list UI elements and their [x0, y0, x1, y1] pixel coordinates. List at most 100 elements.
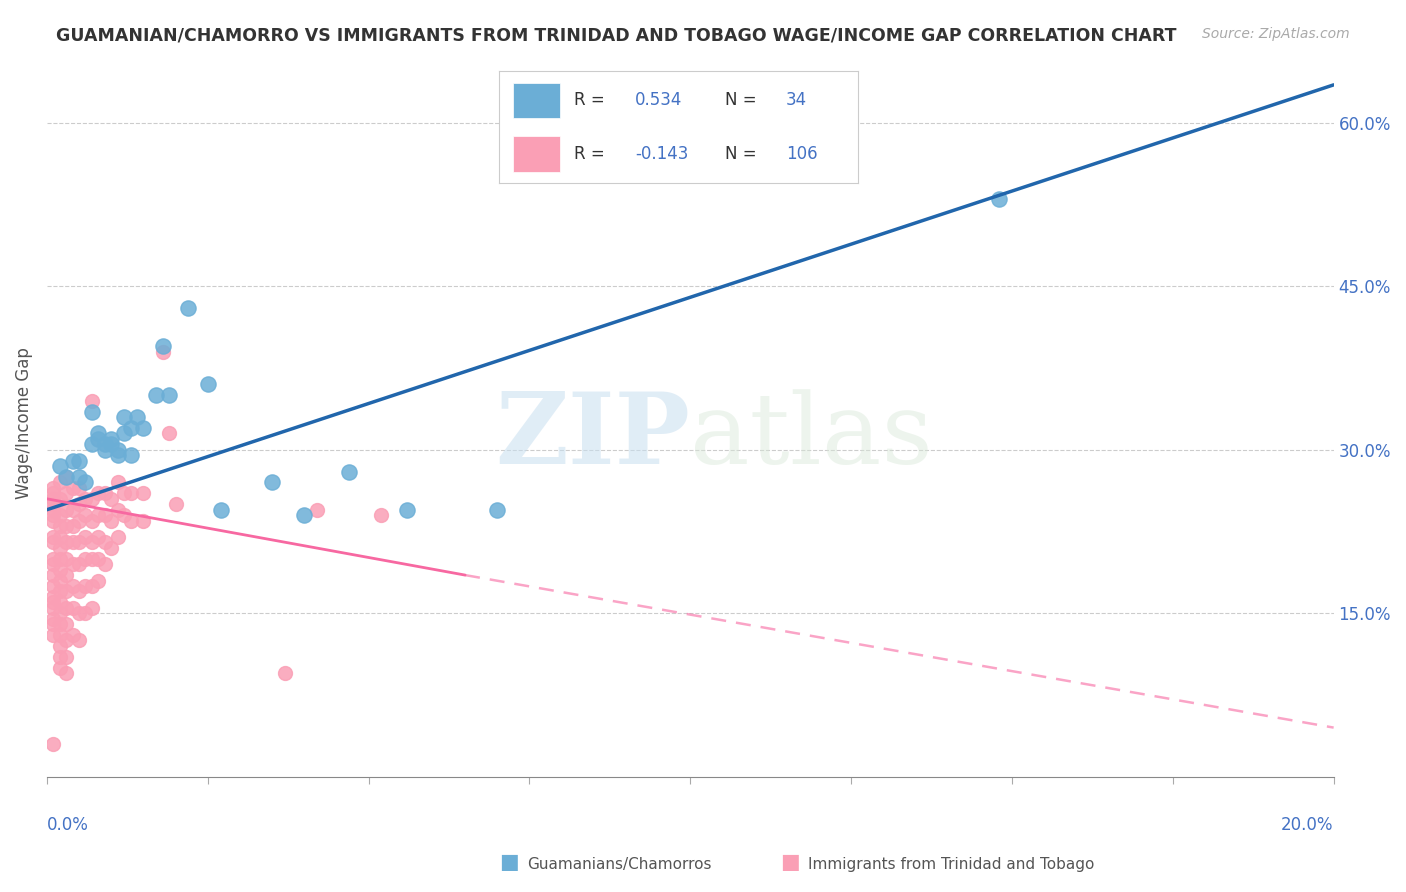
Point [49, 491, 72, 506]
Text: ■: ■ [780, 853, 800, 872]
Point [42, 514, 65, 528]
Point [62, 600, 84, 615]
FancyBboxPatch shape [513, 136, 560, 171]
Point [145, 388, 167, 402]
Point [94, 508, 117, 523]
Point [55, 666, 77, 681]
Point [132, 421, 155, 435]
Text: ZIP: ZIP [495, 388, 690, 485]
Point [337, 465, 360, 479]
Point [49, 595, 72, 609]
Point [100, 514, 122, 528]
Point [42, 497, 65, 511]
Point [112, 486, 135, 500]
Point [87, 486, 110, 500]
Text: N =: N = [725, 145, 756, 163]
Point [49, 508, 72, 523]
Point [55, 617, 77, 632]
Point [80, 579, 103, 593]
Text: atlas: atlas [690, 389, 934, 484]
Point [55, 470, 77, 484]
Point [94, 558, 117, 572]
Point [67, 633, 90, 648]
Point [42, 628, 65, 642]
Point [152, 339, 174, 353]
Point [67, 584, 90, 599]
Point [120, 486, 142, 500]
Text: GUAMANIAN/CHAMORRO VS IMMIGRANTS FROM TRINIDAD AND TOBAGO WAGE/INCOME GAP CORREL: GUAMANIAN/CHAMORRO VS IMMIGRANTS FROM TR… [56, 27, 1177, 45]
Point [67, 497, 90, 511]
Point [49, 617, 72, 632]
Point [55, 535, 77, 549]
Point [107, 442, 129, 457]
Point [49, 519, 72, 533]
Text: R =: R = [575, 91, 605, 110]
Point [55, 486, 77, 500]
Point [49, 649, 72, 664]
Point [62, 481, 84, 495]
Point [62, 535, 84, 549]
Point [80, 437, 103, 451]
Point [988, 192, 1011, 206]
Point [75, 530, 97, 544]
Point [112, 410, 135, 425]
Point [42, 595, 65, 609]
Text: Source: ZipAtlas.com: Source: ZipAtlas.com [1202, 27, 1350, 41]
Point [80, 600, 103, 615]
Point [112, 426, 135, 441]
Point [42, 558, 65, 572]
Point [62, 558, 84, 572]
Point [100, 541, 122, 555]
Point [55, 551, 77, 566]
Point [42, 508, 65, 523]
Point [396, 502, 419, 516]
Point [42, 486, 65, 500]
Point [42, 737, 65, 751]
Point [197, 377, 219, 392]
Text: 20.0%: 20.0% [1281, 815, 1334, 833]
Point [87, 551, 110, 566]
Point [42, 617, 65, 632]
Text: R =: R = [575, 145, 605, 163]
Point [94, 442, 117, 457]
Text: ■: ■ [499, 853, 519, 872]
Text: Guamanians/Chamorros: Guamanians/Chamorros [527, 857, 711, 872]
Point [80, 514, 103, 528]
Point [87, 530, 110, 544]
Point [107, 475, 129, 490]
Point [80, 491, 103, 506]
FancyBboxPatch shape [513, 83, 560, 119]
Point [49, 475, 72, 490]
Point [100, 437, 122, 451]
Point [49, 530, 72, 544]
Point [42, 481, 65, 495]
Point [132, 514, 155, 528]
Point [87, 508, 110, 523]
Point [55, 649, 77, 664]
Point [75, 551, 97, 566]
Point [42, 491, 65, 506]
Point [274, 666, 297, 681]
Point [49, 584, 72, 599]
Point [75, 475, 97, 490]
Point [125, 410, 148, 425]
Y-axis label: Wage/Income Gap: Wage/Income Gap [15, 347, 32, 499]
Point [49, 574, 72, 588]
Point [107, 502, 129, 516]
Point [55, 633, 77, 648]
Point [62, 579, 84, 593]
Point [94, 486, 117, 500]
Point [55, 502, 77, 516]
Point [67, 535, 90, 549]
Point [152, 344, 174, 359]
Point [75, 491, 97, 506]
Text: N =: N = [725, 91, 756, 110]
Point [107, 530, 129, 544]
Point [209, 502, 232, 516]
Point [67, 514, 90, 528]
Point [42, 535, 65, 549]
Point [49, 606, 72, 620]
Point [49, 628, 72, 642]
Point [307, 502, 329, 516]
Point [94, 437, 117, 451]
